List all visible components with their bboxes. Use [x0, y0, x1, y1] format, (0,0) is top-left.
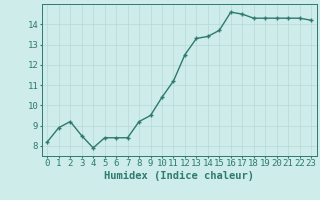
X-axis label: Humidex (Indice chaleur): Humidex (Indice chaleur) [104, 171, 254, 181]
